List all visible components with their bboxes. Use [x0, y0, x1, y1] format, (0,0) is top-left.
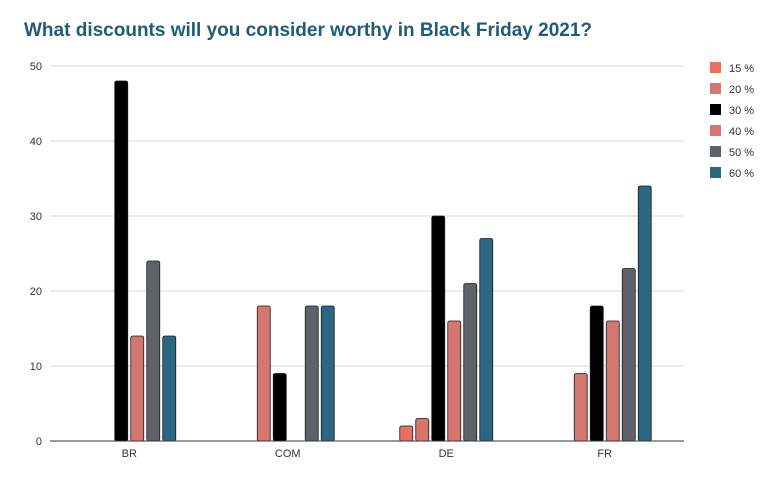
x-category-label: FR: [597, 448, 612, 460]
legend-label: 15 %: [729, 63, 754, 75]
y-axis-tick-labels: 0 10 20 30 40 50: [30, 61, 42, 448]
bar-de-40-percent: [447, 320, 462, 442]
legend-swatch: [710, 83, 721, 94]
bars: [114, 80, 652, 442]
legend-label: 20 %: [729, 84, 754, 96]
x-category-label: DE: [439, 448, 454, 460]
x-category-label: COM: [275, 448, 301, 460]
bar-br-30-percent: [114, 80, 129, 442]
y-tick-label: 0: [36, 436, 42, 448]
y-tick-label: 40: [30, 136, 42, 148]
gridlines: [50, 65, 684, 367]
bar-fr-20-percent: [573, 373, 588, 442]
bar-br-50-percent: [146, 260, 161, 442]
chart-title: What discounts will you consider worthy …: [24, 20, 593, 41]
y-tick-label: 10: [30, 361, 42, 373]
y-tick-label: 30: [30, 211, 42, 223]
bar-fr-30-percent: [589, 305, 604, 442]
bar-com-60-percent: [320, 305, 335, 442]
bar-fr-50-percent: [621, 268, 636, 442]
legend-label: 50 %: [729, 147, 754, 159]
legend-label: 30 %: [729, 105, 754, 117]
legend-swatch: [710, 167, 721, 178]
legend-swatch: [710, 62, 721, 73]
bar-de-20-percent: [415, 418, 430, 442]
bar-de-15-percent: [399, 425, 414, 442]
bar-fr-40-percent: [605, 320, 620, 442]
legend: 15 % 20 % 30 % 40 % 50 % 60 %: [710, 62, 754, 180]
bar-de-60-percent: [479, 238, 494, 442]
x-axis: BR COM DE FR: [50, 440, 684, 460]
legend-swatch: [710, 104, 721, 115]
legend-label: 40 %: [729, 126, 754, 138]
bar-br-40-percent: [130, 335, 145, 442]
bar-com-50-percent: [304, 305, 319, 442]
bar-com-30-percent: [272, 373, 287, 442]
legend-label: 60 %: [729, 168, 754, 180]
bar-de-50-percent: [463, 283, 478, 442]
bar-br-60-percent: [162, 335, 177, 442]
y-tick-label: 50: [30, 61, 42, 73]
bar-de-30-percent: [431, 215, 446, 442]
y-tick-label: 20: [30, 286, 42, 298]
bar-com-20-percent: [256, 305, 271, 442]
legend-swatch: [710, 146, 721, 157]
x-category-label: BR: [122, 448, 137, 460]
bar-fr-60-percent: [637, 185, 652, 442]
legend-swatch: [710, 125, 721, 136]
